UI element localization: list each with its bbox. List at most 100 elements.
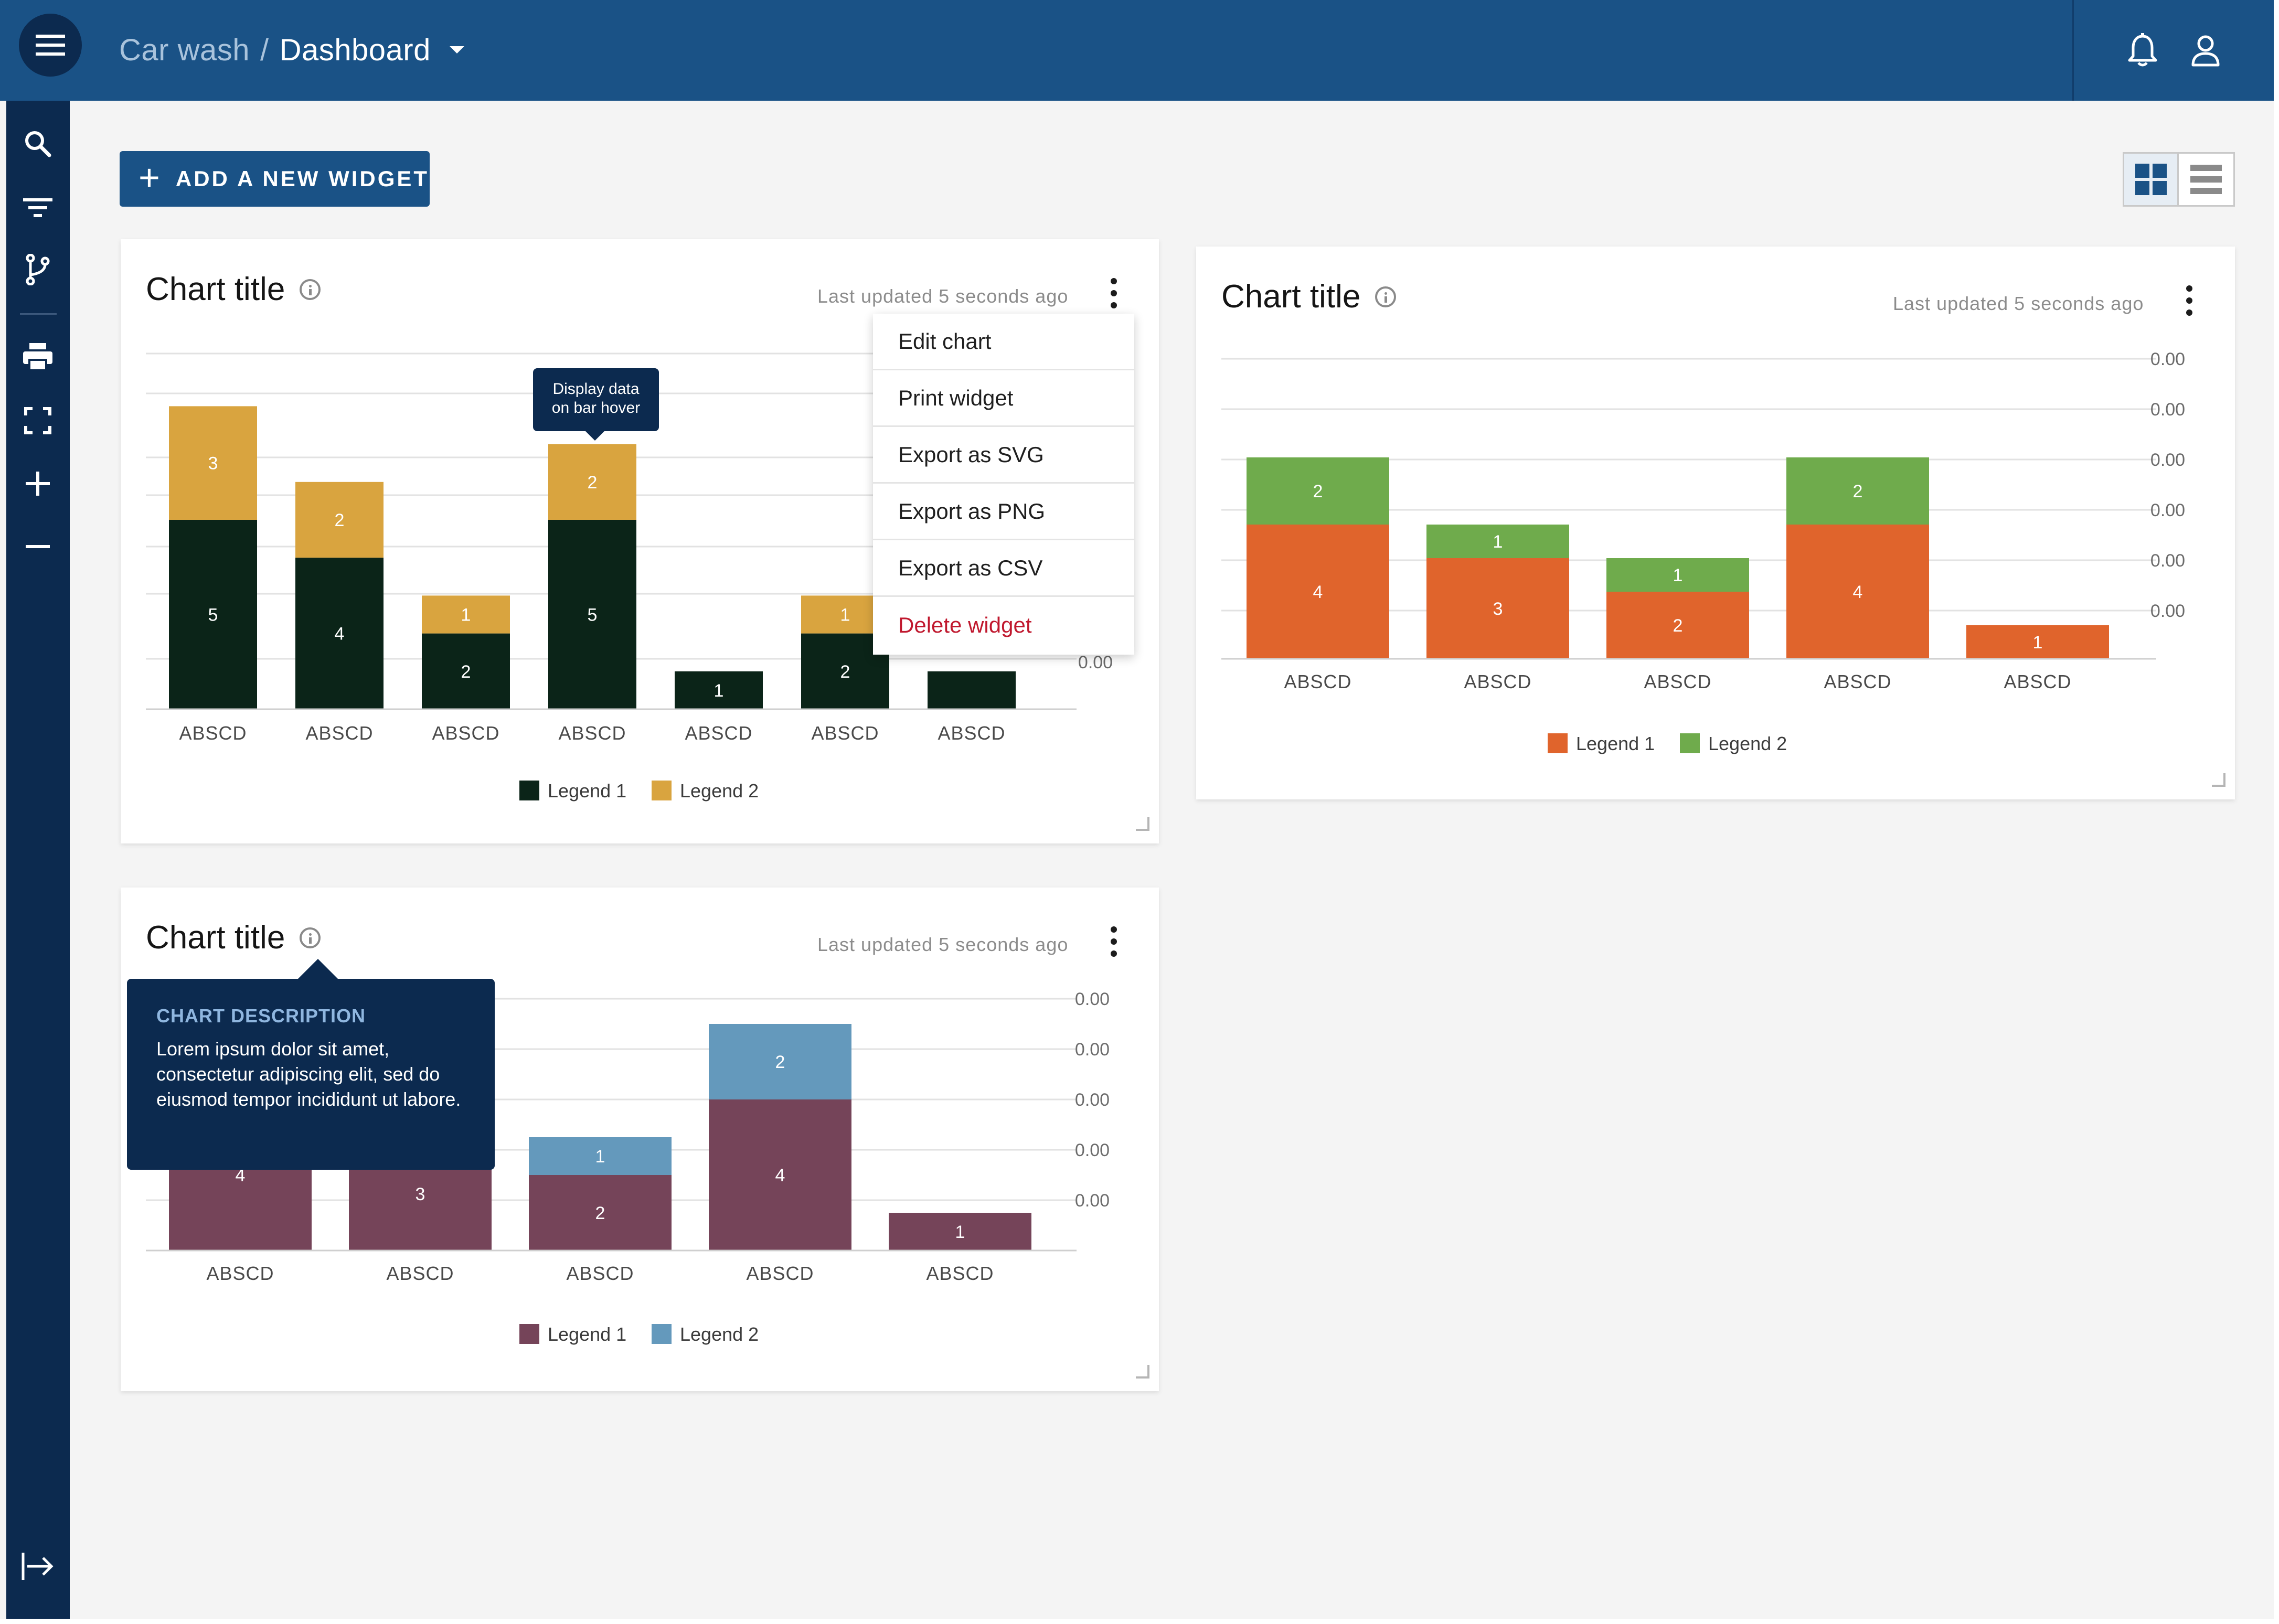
menu-item-edit-chart[interactable]: Edit chart	[873, 314, 1134, 370]
bar-value-label: 4	[1313, 582, 1323, 602]
menu-item-export-png[interactable]: Export as PNG	[873, 484, 1134, 540]
breadcrumb-current: Dashboard	[279, 33, 431, 67]
bar-value-label: 1	[461, 605, 471, 625]
widget-title: Chart title	[146, 271, 285, 307]
legend-label: Legend 1	[1576, 733, 1655, 754]
bar-value-label: 2	[335, 510, 345, 530]
search-icon[interactable]	[17, 123, 59, 165]
branch-icon[interactable]	[17, 249, 59, 291]
resize-handle[interactable]	[1136, 1365, 1149, 1379]
bell-icon[interactable]	[2122, 29, 2164, 71]
tooltip-line-1: Display data	[552, 380, 640, 398]
bar-segment	[709, 1024, 851, 1099]
more-options-icon[interactable]	[2176, 282, 2202, 319]
sidebar-divider	[20, 313, 57, 315]
x-axis-label: ABSCD	[1464, 671, 1531, 692]
legend-swatch	[652, 1324, 672, 1344]
more-options-icon[interactable]	[1101, 275, 1127, 312]
add-widget-button[interactable]: + ADD A NEW WIDGET	[120, 151, 430, 207]
x-axis-label: ABSCD	[811, 722, 879, 744]
menu-item-export-csv[interactable]: Export as CSV	[873, 540, 1134, 597]
bar-value-label: 1	[595, 1147, 605, 1167]
bar-value-label: 2	[1673, 616, 1683, 636]
minus-icon[interactable]	[17, 526, 59, 568]
more-options-icon[interactable]	[1101, 923, 1127, 960]
bar-value-label: 1	[714, 681, 724, 701]
widget-title: Chart title	[146, 920, 285, 956]
bar-value-label: 2	[1313, 482, 1323, 501]
resize-handle[interactable]	[1136, 817, 1149, 831]
chart-widget: Chart title Last updated 5 seconds ago 0…	[1196, 247, 2235, 799]
legend-swatch	[1680, 733, 1700, 753]
x-axis-label: ABSCD	[2004, 671, 2071, 692]
bar-segment	[169, 406, 257, 520]
bar-segment	[1606, 558, 1749, 592]
description-title: CHART DESCRIPTION	[156, 1005, 366, 1027]
bar-chart: 0.00 5 3 ABSCD 4 2 ABSCD 2 1 ABSCD 5 2 ABSCD 1 ABSCD 2 1…	[146, 352, 1113, 802]
legend-label: Legend 1	[548, 1323, 626, 1345]
bar-chart: 0.00 0.00 0.00 0.00 0.00 0.00 4 2 ABSCD 3 1 ABSCD 2 1…	[1221, 349, 2185, 754]
add-widget-label: ADD A NEW WIDGET	[175, 166, 430, 191]
x-axis-label: ABSCD	[1644, 671, 1711, 692]
bar-value-label: 1	[955, 1222, 965, 1242]
x-axis-label: ABSCD	[432, 722, 499, 744]
chart-description-popover: CHART DESCRIPTION Lorem ipsum dolor sit …	[127, 959, 495, 1170]
legend-label: Legend 2	[1708, 733, 1787, 754]
bar-value-label: 2	[595, 1203, 605, 1223]
breadcrumb-separator: /	[260, 33, 269, 67]
bar-segment	[1786, 457, 1929, 525]
bar-segment	[529, 1175, 672, 1251]
bar-segment	[1966, 625, 2109, 659]
bar-segment	[889, 1213, 1031, 1251]
info-icon[interactable]	[1375, 286, 1397, 307]
info-icon[interactable]	[300, 279, 321, 300]
widget-title: Chart title	[1221, 279, 1361, 315]
plus-icon[interactable]	[17, 463, 59, 505]
info-icon[interactable]	[300, 927, 321, 948]
printer-icon[interactable]	[17, 336, 59, 378]
chevron-down-icon[interactable]	[449, 46, 464, 54]
x-axis-label: ABSCD	[746, 1263, 814, 1284]
widget-title-row: Chart title	[146, 919, 321, 956]
bar-value-label: 4	[335, 624, 345, 644]
last-updated-text: Last updated 5 seconds ago	[1893, 293, 2144, 314]
view-toggle	[2123, 152, 2235, 207]
user-icon[interactable]	[2185, 29, 2227, 71]
bar-segment	[169, 520, 257, 709]
plus-icon: +	[139, 157, 160, 198]
tooltip-line-2: on bar hover	[551, 399, 641, 416]
menu-item-export-svg[interactable]: Export as SVG	[873, 427, 1134, 484]
list-view-icon[interactable]	[2179, 154, 2233, 205]
legend-swatch	[519, 781, 539, 800]
menu-item-print-widget[interactable]: Print widget	[873, 370, 1134, 427]
x-axis-label: ABSCD	[206, 1263, 274, 1284]
bar-value-label: 3	[208, 454, 218, 474]
y-tick-label: 0.00	[1075, 1090, 1110, 1110]
legend-label: Legend 1	[548, 780, 626, 802]
bar-value-label: 4	[236, 1166, 246, 1185]
bar-value-label: 2	[840, 662, 850, 682]
breadcrumb-parent[interactable]: Car wash	[119, 33, 250, 67]
bar-value-label: 4	[1853, 582, 1863, 602]
top-bar: Car wash / Dashboard	[0, 0, 2274, 101]
last-updated-text: Last updated 5 seconds ago	[817, 285, 1069, 307]
resize-handle[interactable]	[2212, 773, 2225, 787]
legend-label: Legend 2	[680, 1323, 759, 1345]
x-axis-label: ABSCD	[558, 722, 626, 744]
grid-view-icon[interactable]	[2124, 154, 2179, 205]
x-axis-label: ABSCD	[386, 1263, 454, 1284]
hamburger-menu-icon[interactable]	[19, 14, 82, 77]
expand-sidebar-icon[interactable]	[17, 1545, 59, 1587]
x-axis-label: ABSCD	[938, 722, 1005, 744]
filter-icon[interactable]	[17, 187, 59, 229]
y-tick-label: 0.00	[2150, 551, 2185, 571]
bar-hover-tooltip: Display data on bar hover	[533, 368, 659, 441]
fullscreen-icon[interactable]	[17, 400, 59, 442]
bar-value-label: 2	[588, 473, 598, 493]
bar-segment	[295, 482, 384, 558]
bar-value-label: 2	[1853, 482, 1863, 501]
bar-value-label: 4	[775, 1166, 785, 1185]
menu-item-delete-widget[interactable]: Delete widget	[898, 613, 1032, 637]
bar-value-label: 2	[461, 662, 471, 682]
legend-swatch	[519, 1324, 539, 1344]
